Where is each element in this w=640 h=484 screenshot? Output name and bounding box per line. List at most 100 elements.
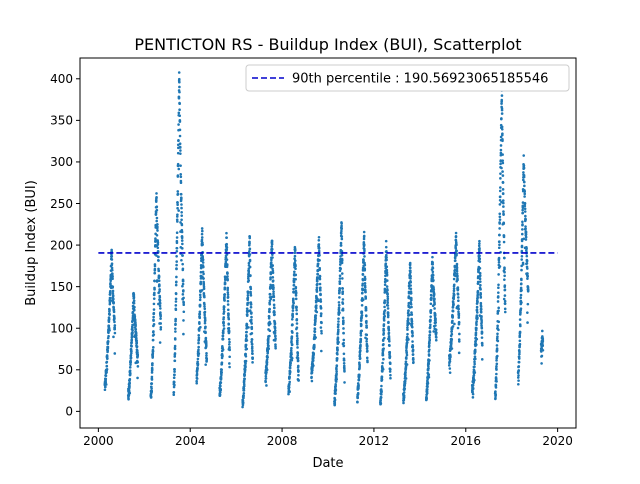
data-point bbox=[382, 319, 386, 322]
data-point bbox=[427, 354, 431, 357]
data-point bbox=[523, 210, 527, 213]
data-point bbox=[107, 334, 110, 338]
data-point bbox=[247, 270, 251, 274]
data-point bbox=[264, 380, 267, 384]
data-point bbox=[434, 324, 437, 327]
data-point bbox=[178, 108, 181, 112]
y-tick-label: 150 bbox=[50, 280, 73, 294]
data-point bbox=[176, 174, 180, 177]
data-point bbox=[270, 245, 274, 248]
data-point bbox=[112, 308, 116, 311]
data-point bbox=[176, 151, 180, 155]
data-point bbox=[363, 285, 367, 289]
data-point bbox=[130, 338, 134, 342]
data-point bbox=[272, 295, 276, 299]
data-point bbox=[494, 390, 497, 393]
data-point bbox=[503, 274, 506, 278]
data-point bbox=[502, 213, 505, 216]
data-point bbox=[203, 295, 206, 299]
data-point bbox=[519, 282, 523, 285]
data-point bbox=[158, 341, 162, 344]
data-point bbox=[407, 309, 410, 312]
data-point bbox=[297, 369, 300, 373]
data-point bbox=[272, 286, 275, 289]
data-point bbox=[177, 111, 181, 115]
data-point bbox=[411, 348, 415, 352]
data-point bbox=[385, 253, 388, 257]
data-point bbox=[111, 289, 115, 293]
data-point bbox=[427, 365, 430, 368]
data-point bbox=[220, 373, 223, 377]
data-point bbox=[451, 309, 455, 313]
data-point bbox=[453, 266, 457, 269]
x-axis: 2000 2004 2008 2012 2016 2020 bbox=[83, 428, 573, 448]
data-point bbox=[150, 382, 154, 385]
data-point bbox=[360, 323, 363, 327]
data-point bbox=[314, 306, 318, 310]
data-point bbox=[363, 267, 367, 271]
data-point bbox=[111, 277, 114, 281]
data-point bbox=[497, 283, 500, 287]
data-point bbox=[540, 354, 544, 358]
data-point bbox=[132, 301, 136, 305]
data-point bbox=[131, 326, 134, 330]
data-point bbox=[270, 242, 274, 246]
data-point bbox=[335, 356, 339, 360]
y-tick-label: 250 bbox=[50, 197, 73, 211]
data-point bbox=[432, 293, 436, 296]
data-point bbox=[340, 227, 344, 230]
data-point bbox=[455, 272, 459, 276]
data-point bbox=[389, 368, 392, 371]
data-point bbox=[525, 254, 529, 258]
data-point bbox=[405, 357, 408, 360]
data-point bbox=[406, 332, 409, 336]
data-point bbox=[128, 385, 131, 389]
data-point bbox=[379, 399, 382, 402]
data-point bbox=[172, 385, 176, 389]
data-point bbox=[152, 308, 156, 311]
data-point bbox=[294, 285, 298, 289]
data-point bbox=[155, 195, 158, 199]
data-point bbox=[105, 355, 109, 358]
data-point bbox=[341, 308, 345, 312]
data-point bbox=[426, 385, 429, 389]
data-point bbox=[501, 132, 504, 135]
data-point bbox=[151, 362, 154, 365]
data-point bbox=[360, 304, 364, 307]
data-point bbox=[382, 357, 385, 361]
data-point bbox=[525, 262, 529, 265]
data-point bbox=[157, 275, 161, 279]
data-point bbox=[107, 320, 111, 324]
data-point bbox=[500, 125, 504, 129]
data-point bbox=[494, 386, 498, 389]
data-point bbox=[288, 390, 291, 394]
data-point bbox=[127, 398, 130, 401]
data-point bbox=[248, 240, 251, 244]
data-point bbox=[524, 218, 527, 221]
data-point bbox=[383, 301, 386, 304]
data-point bbox=[496, 354, 499, 358]
data-point bbox=[358, 373, 361, 377]
data-point bbox=[434, 317, 437, 321]
data-point bbox=[181, 242, 184, 246]
data-point bbox=[226, 286, 230, 290]
data-point bbox=[455, 269, 459, 273]
data-point bbox=[361, 273, 365, 276]
data-point bbox=[156, 229, 159, 232]
data-point bbox=[108, 298, 112, 302]
data-point bbox=[180, 196, 183, 200]
data-point bbox=[154, 211, 158, 214]
data-point bbox=[480, 318, 483, 322]
data-point bbox=[204, 325, 207, 329]
data-point bbox=[150, 387, 153, 390]
data-point bbox=[361, 298, 365, 302]
data-point bbox=[180, 218, 183, 222]
data-point bbox=[225, 263, 229, 266]
data-point bbox=[269, 297, 273, 301]
data-point bbox=[518, 330, 522, 334]
data-point bbox=[521, 228, 524, 231]
chart-title: PENTICTON RS - Buildup Index (BUI), Scat… bbox=[134, 35, 521, 54]
data-point bbox=[337, 340, 340, 344]
data-point bbox=[473, 360, 476, 364]
data-point bbox=[498, 240, 501, 244]
